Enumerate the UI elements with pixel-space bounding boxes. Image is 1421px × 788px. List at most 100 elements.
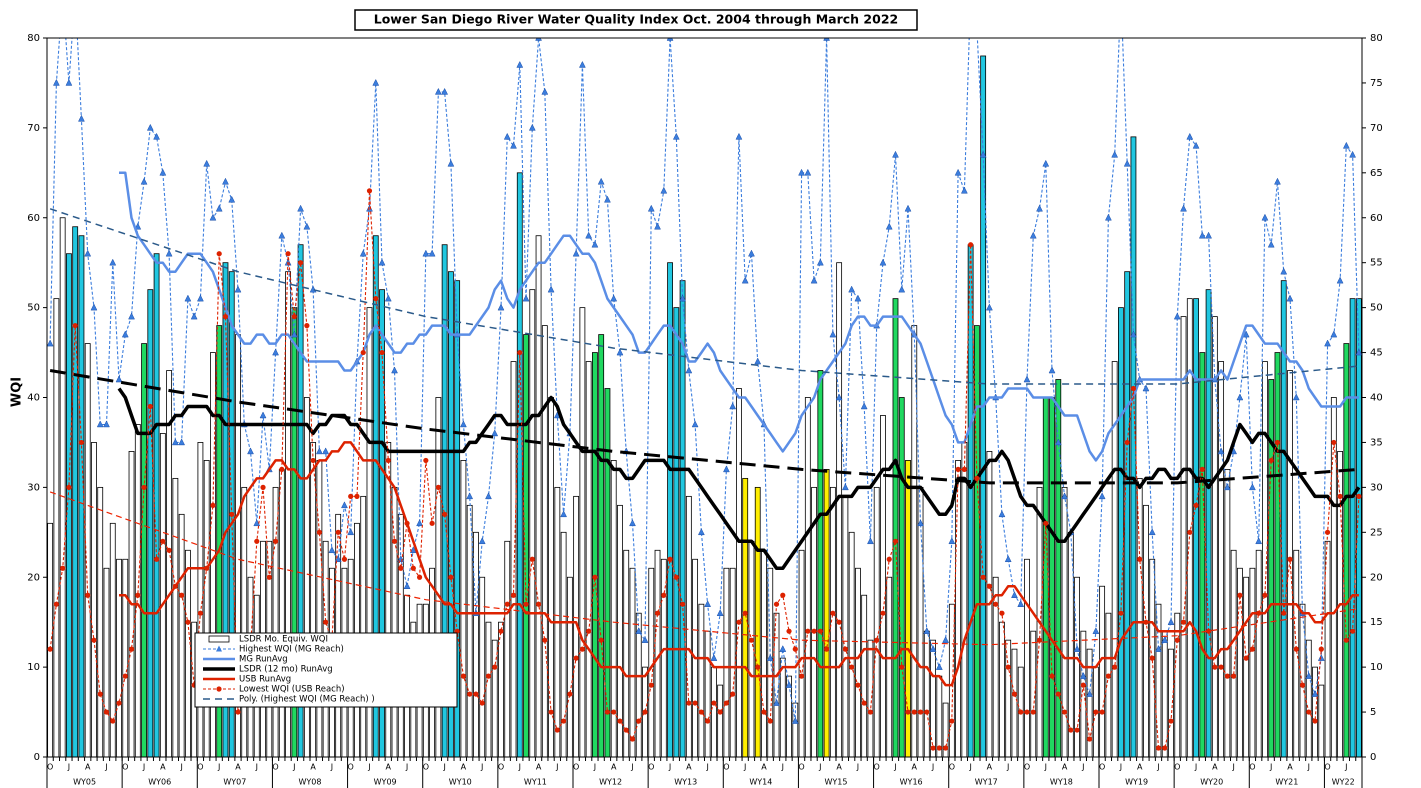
x-tick-label: A (611, 763, 617, 772)
marker (798, 673, 805, 679)
marker (854, 294, 862, 302)
marker (516, 60, 524, 68)
marker (184, 294, 192, 302)
marker (266, 574, 272, 580)
group-label: WY20 (1200, 778, 1223, 787)
marker (179, 592, 185, 598)
marker (960, 186, 968, 194)
marker (528, 123, 536, 131)
marker (1061, 709, 1068, 715)
marker (523, 601, 529, 607)
marker (548, 709, 554, 715)
marker (679, 601, 686, 607)
bar (1243, 576, 1250, 757)
series-line (119, 441, 1359, 687)
marker (128, 312, 135, 320)
marker (585, 231, 593, 239)
marker (197, 610, 204, 616)
bar (1030, 630, 1037, 757)
marker (879, 258, 887, 266)
marker (629, 736, 636, 742)
marker (899, 664, 905, 670)
x-tick-label: O (423, 763, 429, 772)
bar (516, 172, 523, 757)
marker (1293, 646, 1299, 652)
marker (679, 294, 686, 302)
marker (716, 609, 724, 616)
marker (604, 709, 611, 715)
bar (1086, 648, 1093, 757)
marker (905, 709, 911, 715)
marker (629, 519, 636, 527)
bar (1180, 316, 1187, 757)
x-tick-label: A (686, 763, 692, 772)
marker (929, 645, 937, 652)
marker (1029, 231, 1037, 239)
marker (1249, 483, 1256, 491)
marker (1193, 502, 1199, 508)
bar (1186, 298, 1193, 757)
bar (936, 675, 943, 757)
x-tick-label: J (856, 763, 859, 772)
marker (672, 132, 680, 140)
group-label: WY09 (374, 778, 397, 787)
bar (1005, 639, 1012, 757)
marker (285, 251, 291, 257)
bar (1343, 343, 1350, 757)
bar (786, 675, 792, 757)
bar (1299, 603, 1306, 757)
bar (923, 630, 930, 757)
bar (47, 522, 54, 757)
marker (1268, 457, 1274, 464)
marker (1330, 330, 1338, 338)
marker (65, 78, 73, 86)
x-tick-label: A (987, 763, 993, 772)
marker (78, 439, 85, 446)
marker (917, 709, 924, 715)
bar (1080, 630, 1087, 757)
bar (285, 271, 291, 757)
bar (1168, 648, 1174, 757)
marker (886, 556, 892, 562)
bar (1011, 648, 1018, 757)
marker (1173, 312, 1181, 320)
marker (1205, 231, 1212, 239)
marker (660, 186, 668, 194)
marker (1098, 492, 1106, 500)
marker (547, 285, 555, 293)
x-tick-label: J (1344, 763, 1347, 772)
marker (892, 538, 899, 544)
y2-tick-label: 80 (1370, 33, 1383, 44)
marker (323, 619, 329, 625)
marker (121, 330, 129, 338)
marker (1111, 150, 1119, 158)
bar (566, 576, 573, 757)
marker (1318, 646, 1324, 652)
marker (116, 700, 122, 706)
bar (723, 567, 730, 757)
marker (391, 366, 398, 374)
marker (492, 664, 498, 670)
marker (473, 691, 479, 697)
bar (1255, 549, 1262, 757)
marker (1350, 628, 1356, 634)
bar (623, 549, 630, 757)
y-tick-label: 10 (27, 662, 40, 673)
marker (441, 87, 449, 95)
bar (1143, 504, 1149, 757)
marker (597, 177, 605, 185)
bar (560, 531, 567, 757)
bar (1124, 271, 1131, 757)
x-tick-label: J (705, 763, 708, 772)
marker (416, 574, 423, 580)
bar (892, 298, 899, 757)
legend-label: Poly. (Highest WQI (MG Reach) ) (239, 695, 375, 705)
marker (792, 646, 798, 652)
x-tick-label: J (1231, 763, 1234, 772)
bar (391, 486, 398, 757)
marker (979, 150, 987, 158)
marker (1048, 366, 1056, 374)
marker (442, 511, 448, 517)
marker (210, 502, 216, 508)
marker (948, 537, 956, 545)
